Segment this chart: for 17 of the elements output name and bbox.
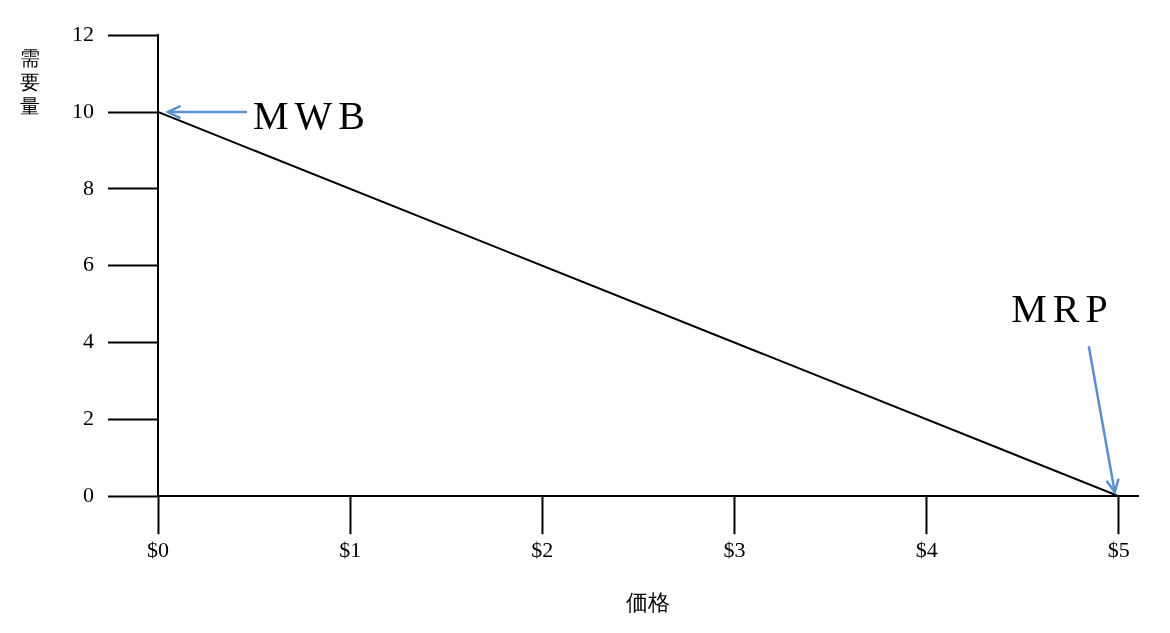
x-tick-label: $5 <box>1107 537 1130 563</box>
y-tick-label: 8 <box>83 174 94 200</box>
x-tick-label: $3 <box>723 537 746 563</box>
y-axis-title: 需要量 <box>20 47 40 118</box>
x-axis-title: 価格 <box>626 589 670 615</box>
x-tick-label: $0 <box>147 537 169 563</box>
x-tick-label: $4 <box>915 537 938 563</box>
annotation: MWB <box>253 92 371 138</box>
y-tick-label: 0 <box>83 481 94 507</box>
y-tick-label: 10 <box>72 97 94 123</box>
y-tick-label: 6 <box>83 251 94 277</box>
y-tick-label: 2 <box>83 405 94 431</box>
annotation: MRP <box>1011 285 1114 331</box>
y-tick-label: 4 <box>83 328 94 354</box>
y-tick-label: 12 <box>72 20 94 46</box>
x-tick-label: $1 <box>339 537 362 563</box>
x-tick-label: $2 <box>531 537 554 563</box>
